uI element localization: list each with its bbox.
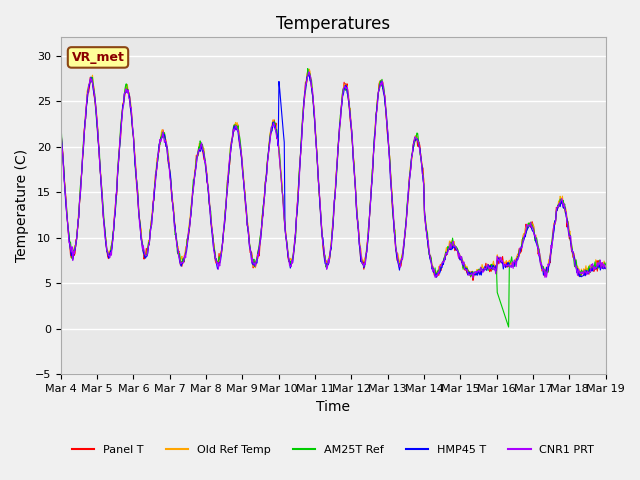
Panel T [57, 122, 65, 128]
Panel T [400, 240, 408, 245]
CNR1 PRT [57, 128, 65, 134]
CNR1 PRT [123, 87, 131, 93]
Line: CNR1 PRT: CNR1 PRT [61, 72, 605, 278]
CNR1 PRT [602, 265, 609, 271]
HMP45 T [416, 145, 424, 151]
Panel T [178, 264, 186, 269]
AM25T Ref [67, 239, 74, 245]
Old Ref Temp [602, 261, 609, 267]
HMP45 T [67, 247, 74, 253]
Panel T [416, 144, 424, 149]
Panel T [305, 69, 312, 74]
Old Ref Temp [400, 239, 408, 245]
HMP45 T [400, 241, 408, 247]
Title: Temperatures: Temperatures [276, 15, 390, 33]
AM25T Ref [207, 209, 214, 215]
Panel T [67, 252, 74, 258]
X-axis label: Time: Time [316, 400, 350, 414]
AM25T Ref [602, 262, 609, 268]
Legend: Panel T, Old Ref Temp, AM25T Ref, HMP45 T, CNR1 PRT: Panel T, Old Ref Temp, AM25T Ref, HMP45 … [67, 441, 599, 459]
Old Ref Temp [57, 121, 65, 127]
HMP45 T [433, 274, 440, 280]
Line: Old Ref Temp: Old Ref Temp [61, 69, 605, 276]
HMP45 T [305, 72, 312, 78]
HMP45 T [178, 261, 186, 266]
Panel T [123, 85, 131, 91]
HMP45 T [207, 219, 214, 225]
AM25T Ref [57, 121, 65, 127]
Old Ref Temp [207, 214, 214, 219]
Y-axis label: Temperature (C): Temperature (C) [15, 149, 29, 263]
CNR1 PRT [207, 214, 214, 220]
HMP45 T [123, 89, 131, 95]
Line: Panel T: Panel T [61, 72, 605, 280]
CNR1 PRT [67, 246, 74, 252]
HMP45 T [57, 126, 65, 132]
CNR1 PRT [416, 149, 424, 155]
Old Ref Temp [470, 273, 477, 278]
AM25T Ref [178, 260, 186, 266]
Old Ref Temp [123, 85, 131, 91]
AM25T Ref [416, 151, 424, 157]
Old Ref Temp [67, 249, 74, 254]
Panel T [469, 277, 477, 283]
AM25T Ref [400, 240, 408, 246]
AM25T Ref [123, 81, 131, 87]
CNR1 PRT [400, 240, 408, 245]
Old Ref Temp [305, 66, 313, 72]
Line: HMP45 T: HMP45 T [61, 75, 605, 277]
AM25T Ref [505, 324, 513, 330]
HMP45 T [602, 266, 609, 272]
Text: VR_met: VR_met [72, 51, 124, 64]
Line: AM25T Ref: AM25T Ref [61, 69, 605, 327]
Panel T [602, 264, 609, 270]
CNR1 PRT [178, 259, 186, 265]
Panel T [207, 215, 214, 220]
Old Ref Temp [416, 149, 424, 155]
CNR1 PRT [469, 275, 477, 281]
CNR1 PRT [305, 69, 312, 75]
AM25T Ref [304, 66, 312, 72]
Old Ref Temp [178, 253, 186, 259]
